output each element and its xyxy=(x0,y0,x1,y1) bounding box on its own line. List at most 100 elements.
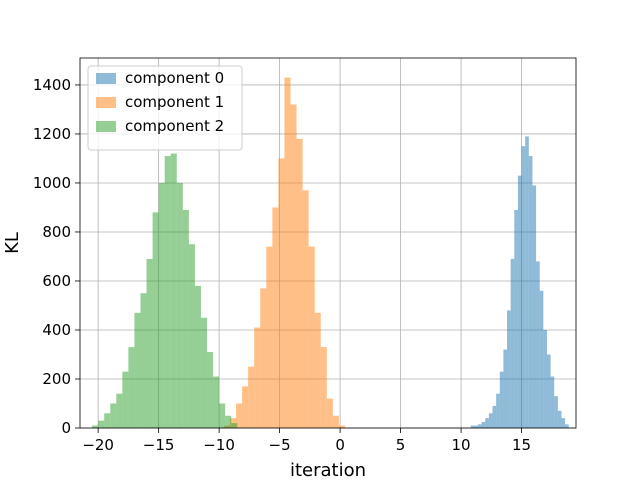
x-tick-label: 10 xyxy=(452,436,471,454)
histogram-bar xyxy=(194,285,201,428)
histogram-bar xyxy=(314,312,321,428)
y-tick-label: 200 xyxy=(42,370,71,388)
histogram-bar xyxy=(188,244,195,428)
legend: component 0 component 1 component 2 xyxy=(87,65,243,151)
histogram-bar xyxy=(496,393,500,428)
histogram-bar xyxy=(320,347,327,428)
plot-frame xyxy=(79,57,577,429)
histogram-bar xyxy=(164,156,171,428)
x-tick-label: 15 xyxy=(512,436,531,454)
x-axis-ticks: −20 −15 −10 −5 0 5 10 15 xyxy=(82,428,531,454)
histogram-bar xyxy=(470,425,475,428)
histogram-bar xyxy=(492,405,497,428)
legend-label: component 2 xyxy=(125,117,224,135)
histogram-bar xyxy=(225,415,232,428)
histogram-bar xyxy=(338,425,345,428)
y-axis-ticks: 0 200 400 600 800 1000 1200 1400 xyxy=(33,76,80,437)
histogram-bar xyxy=(116,393,123,428)
legend-swatch xyxy=(96,121,116,132)
histogram-bar xyxy=(517,175,522,428)
histogram-bar xyxy=(128,347,135,428)
histogram-bar xyxy=(213,376,220,428)
histogram-bar xyxy=(219,403,226,428)
x-axis-label: iteration xyxy=(290,460,366,480)
histogram-bar xyxy=(231,423,238,428)
series-1 xyxy=(223,77,345,429)
histogram-bar xyxy=(478,424,482,428)
series-0 xyxy=(470,136,569,429)
histogram-bar xyxy=(242,386,249,428)
histogram-bar xyxy=(146,258,153,428)
y-tick-label: 0 xyxy=(61,419,71,437)
histogram-bar xyxy=(557,410,562,428)
histogram-bar xyxy=(272,207,279,428)
histogram-bars xyxy=(92,77,569,429)
y-tick-label: 600 xyxy=(42,272,71,290)
histogram-bar xyxy=(536,261,540,428)
histogram-bar xyxy=(122,371,129,428)
y-tick-label: 1200 xyxy=(33,125,71,143)
histogram-bar xyxy=(170,153,177,428)
histogram-bar xyxy=(554,396,558,428)
y-tick-label: 800 xyxy=(42,223,71,241)
histogram-bar xyxy=(278,158,285,429)
histogram-bar xyxy=(332,415,339,428)
series-2 xyxy=(92,153,238,428)
legend-label: component 1 xyxy=(125,93,224,111)
histogram-bar xyxy=(546,354,551,428)
histogram-bar xyxy=(248,366,255,428)
histogram-bar xyxy=(326,398,333,428)
y-tick-label: 1400 xyxy=(33,76,71,94)
histogram-bar xyxy=(92,425,99,428)
histogram-bar xyxy=(561,418,566,428)
legend-swatch xyxy=(96,73,116,84)
histogram-bar xyxy=(481,421,486,428)
legend-box xyxy=(87,65,243,151)
histogram-bar xyxy=(507,310,511,428)
histogram-bar xyxy=(302,190,309,428)
histogram-bar xyxy=(176,182,183,428)
histogram-bar xyxy=(236,403,243,428)
histogram-bar xyxy=(485,418,489,428)
histogram-bar xyxy=(308,246,315,428)
histogram-bar xyxy=(521,146,526,428)
histogram-bar xyxy=(296,138,303,428)
histogram-bar xyxy=(532,185,537,428)
y-tick-label: 400 xyxy=(42,321,71,339)
histogram-bar xyxy=(110,403,117,428)
x-tick-label: −10 xyxy=(203,436,235,454)
x-tick-label: −20 xyxy=(82,436,114,454)
histogram-bar xyxy=(207,352,214,428)
histogram-bar xyxy=(565,424,569,428)
histogram-bar xyxy=(474,425,479,428)
y-axis-label: KL xyxy=(2,232,23,254)
y-tick-label: 1000 xyxy=(33,174,71,192)
x-tick-label: −5 xyxy=(269,436,291,454)
histogram-bar xyxy=(543,329,547,428)
histogram-bar xyxy=(260,288,267,428)
histogram-bar xyxy=(266,246,273,428)
x-tick-label: 5 xyxy=(396,436,406,454)
histogram-bar xyxy=(290,104,297,429)
histogram-bar xyxy=(200,317,208,428)
histogram-bar xyxy=(152,212,159,428)
histogram-bar xyxy=(499,371,504,428)
x-tick-label: 0 xyxy=(335,436,345,454)
histogram-bar xyxy=(488,413,493,428)
histogram-bar xyxy=(158,182,165,428)
legend-swatch xyxy=(96,97,116,108)
histogram-bar xyxy=(503,349,508,428)
histogram-bar xyxy=(182,209,189,428)
histogram-bar xyxy=(514,209,518,428)
histogram-bar xyxy=(539,290,544,428)
histogram-bar xyxy=(254,327,261,428)
legend-label: component 0 xyxy=(125,69,224,87)
histogram-bar xyxy=(525,136,529,429)
histogram-bar xyxy=(528,156,533,428)
x-tick-label: −15 xyxy=(143,436,175,454)
histogram-bar xyxy=(104,413,111,428)
histogram-bar xyxy=(550,376,555,428)
histogram-bar xyxy=(134,312,141,428)
histogram-bar xyxy=(284,77,291,428)
